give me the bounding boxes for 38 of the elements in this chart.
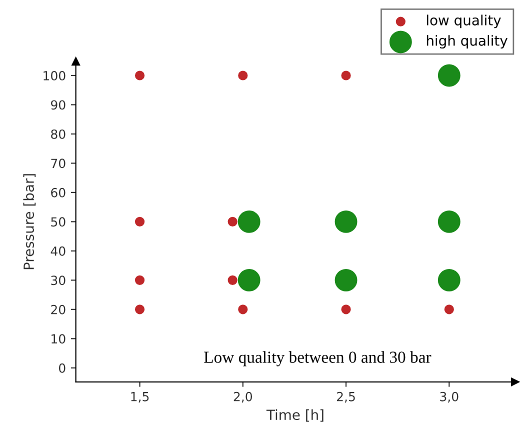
- y-tick-label: 100: [44, 70, 66, 80]
- x-axis-title: Time [h]: [266, 409, 324, 422]
- point: [134, 216, 145, 226]
- y-tick-label: 80: [51, 129, 66, 139]
- legend-label: high quality: [426, 35, 508, 49]
- point: [341, 304, 351, 314]
- point: [444, 304, 454, 314]
- y-tick-label: 90: [50, 100, 66, 110]
- y-tick-label: 30: [51, 276, 66, 286]
- annotation: Low quality between 0 and 30 bar: [204, 351, 432, 366]
- legend-label: low quality: [426, 14, 501, 28]
- point: [334, 210, 358, 233]
- point: [228, 275, 238, 285]
- y-tick-label: 10: [52, 334, 66, 344]
- y-tick-label: 70: [51, 158, 66, 168]
- x-tick-label: 3,0: [440, 392, 458, 403]
- point: [341, 70, 351, 80]
- y-tick-label: 40: [50, 246, 66, 256]
- point: [438, 64, 460, 87]
- x-tick-label: 1,5: [131, 392, 149, 403]
- point: [238, 70, 248, 80]
- point: [134, 70, 145, 80]
- y-tick-label: 60: [51, 188, 66, 198]
- y-tick-label: 20: [51, 304, 66, 314]
- y-axis-title: Pressure [bar]: [23, 174, 36, 270]
- y-tick-label: 0: [58, 363, 66, 373]
- y-tick-label: 50: [51, 217, 66, 227]
- x-tick-label: 2,0: [234, 392, 252, 403]
- point: [134, 275, 145, 285]
- point: [134, 304, 145, 314]
- x-tick-label: 2,5: [337, 392, 355, 403]
- point: [238, 304, 248, 314]
- point: [238, 210, 260, 233]
- point: [228, 216, 238, 226]
- point: [238, 268, 260, 292]
- point: [438, 210, 460, 233]
- point: [334, 268, 358, 292]
- point: [438, 268, 460, 292]
